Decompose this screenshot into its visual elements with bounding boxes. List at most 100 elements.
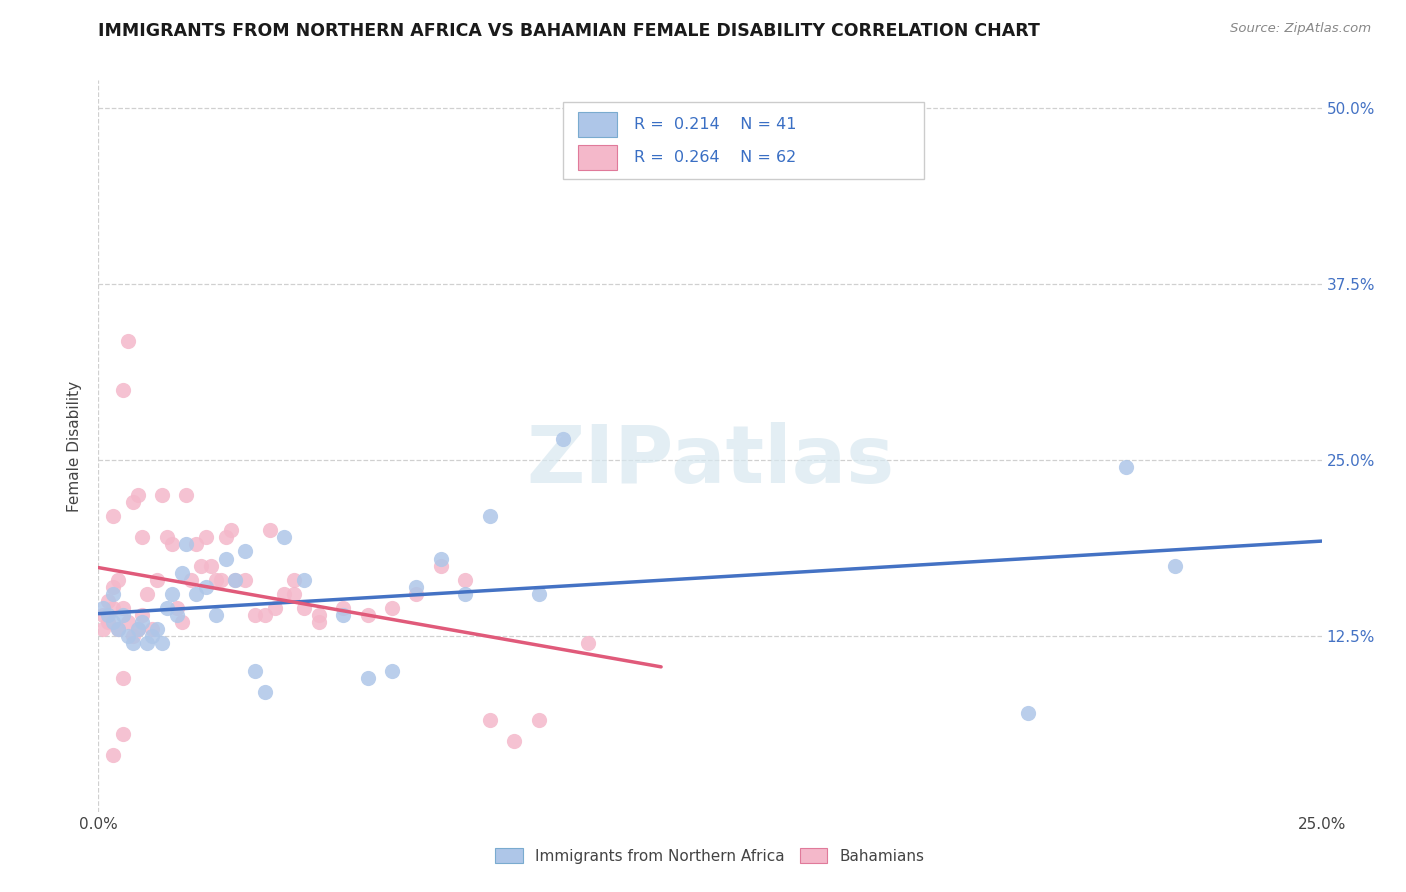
Point	[576, 636, 599, 650]
Point	[224, 573, 246, 587]
Point	[180, 573, 202, 587]
Point	[121, 629, 143, 643]
Point	[1164, 558, 1187, 573]
Point	[111, 727, 134, 741]
Point	[121, 636, 143, 650]
Point	[263, 600, 285, 615]
Point	[405, 587, 427, 601]
Point	[97, 593, 120, 607]
Point	[253, 607, 276, 622]
Point	[101, 509, 124, 524]
Point	[131, 530, 153, 544]
Point	[136, 636, 159, 650]
Point	[127, 488, 149, 502]
Point	[243, 664, 266, 678]
Point	[219, 524, 242, 538]
Point	[430, 551, 453, 566]
Point	[233, 544, 256, 558]
Point	[454, 587, 477, 601]
Point	[131, 607, 153, 622]
Point	[214, 530, 236, 544]
Point	[107, 622, 129, 636]
Point	[283, 573, 305, 587]
Point	[381, 600, 404, 615]
Point	[117, 615, 139, 629]
Point	[127, 622, 149, 636]
Point	[186, 587, 208, 601]
Point	[1017, 706, 1039, 721]
Point	[430, 558, 453, 573]
Point	[131, 615, 153, 629]
Text: IMMIGRANTS FROM NORTHERN AFRICA VS BAHAMIAN FEMALE DISABILITY CORRELATION CHART: IMMIGRANTS FROM NORTHERN AFRICA VS BAHAM…	[98, 22, 1040, 40]
Point	[166, 607, 188, 622]
Point	[101, 600, 124, 615]
Point	[121, 495, 143, 509]
Point	[101, 748, 124, 763]
Point	[166, 600, 188, 615]
Point	[308, 607, 330, 622]
Point	[200, 558, 222, 573]
Point	[146, 573, 169, 587]
FancyBboxPatch shape	[578, 145, 617, 170]
Point	[214, 551, 236, 566]
Point	[332, 600, 354, 615]
Point	[136, 587, 159, 601]
Point	[107, 622, 129, 636]
Point	[205, 573, 228, 587]
Point	[478, 714, 501, 728]
Point	[117, 334, 139, 348]
Point	[273, 587, 295, 601]
Legend: Immigrants from Northern Africa, Bahamians: Immigrants from Northern Africa, Bahamia…	[489, 842, 931, 870]
Point	[170, 566, 193, 580]
Point	[209, 573, 232, 587]
Text: ZIPatlas: ZIPatlas	[526, 422, 894, 500]
Point	[101, 587, 124, 601]
Point	[117, 629, 139, 643]
Point	[243, 607, 266, 622]
Point	[111, 383, 134, 397]
Point	[150, 636, 173, 650]
Point	[205, 607, 228, 622]
Point	[111, 607, 134, 622]
Point	[527, 587, 550, 601]
Point	[176, 488, 198, 502]
Point	[553, 432, 575, 446]
Point	[111, 671, 134, 685]
Text: R =  0.264    N = 62: R = 0.264 N = 62	[634, 151, 796, 165]
Point	[97, 607, 120, 622]
Point	[141, 629, 163, 643]
Point	[156, 530, 179, 544]
Point	[381, 664, 404, 678]
Point	[190, 558, 212, 573]
Point	[186, 537, 208, 551]
Point	[176, 537, 198, 551]
Point	[356, 607, 378, 622]
Y-axis label: Female Disability: Female Disability	[67, 380, 83, 512]
Point	[91, 600, 114, 615]
Point	[233, 573, 256, 587]
FancyBboxPatch shape	[578, 112, 617, 136]
Point	[259, 524, 281, 538]
Point	[454, 573, 477, 587]
Point	[195, 580, 218, 594]
Point	[101, 580, 124, 594]
Point	[101, 615, 124, 629]
Point	[160, 587, 183, 601]
Point	[292, 573, 315, 587]
Point	[146, 622, 169, 636]
Point	[170, 615, 193, 629]
Point	[91, 607, 114, 622]
Point	[356, 671, 378, 685]
Point	[478, 509, 501, 524]
Point	[308, 615, 330, 629]
Text: R =  0.214    N = 41: R = 0.214 N = 41	[634, 117, 797, 132]
Point	[224, 573, 246, 587]
Point	[127, 622, 149, 636]
Point	[91, 622, 114, 636]
Point	[141, 622, 163, 636]
Point	[292, 600, 315, 615]
Point	[160, 537, 183, 551]
Point	[97, 615, 120, 629]
Point	[253, 685, 276, 699]
Text: Source: ZipAtlas.com: Source: ZipAtlas.com	[1230, 22, 1371, 36]
